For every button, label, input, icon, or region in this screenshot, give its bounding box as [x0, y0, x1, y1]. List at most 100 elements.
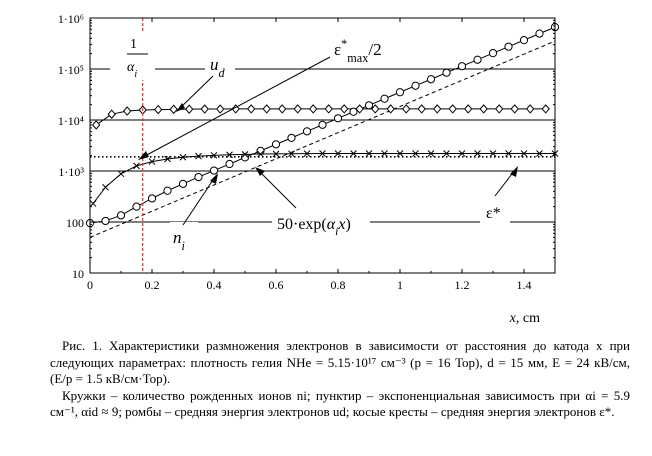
point-diamond [417, 104, 426, 114]
point-diamond [123, 106, 132, 116]
point-diamond [371, 104, 380, 114]
point-circle [473, 55, 482, 64]
x-tick-label: 0.4 [207, 278, 222, 292]
point-diamond [386, 104, 395, 114]
point-diamond [216, 104, 225, 114]
point-circle [395, 88, 405, 97]
x-tick-label: 1 [397, 278, 403, 292]
point-diamond [526, 104, 535, 114]
alpha-label-bottom: αi [127, 60, 137, 80]
point-circle [194, 172, 203, 182]
emax-label-bg [330, 34, 410, 64]
point-cross [350, 150, 357, 157]
point-circle [535, 29, 544, 38]
point-cross [505, 150, 512, 157]
point-diamond [464, 104, 473, 114]
point-diamond [495, 104, 504, 114]
point-circle [302, 127, 312, 136]
point-circle [287, 133, 296, 142]
point-circle [426, 75, 436, 84]
point-circle [163, 186, 172, 195]
point-diamond [448, 104, 457, 114]
point-circle [147, 194, 157, 203]
figure-caption: Рис. 1. Характеристики размножения элект… [50, 338, 630, 421]
eps-arrowhead [510, 166, 518, 177]
point-diamond [247, 104, 256, 114]
emax-arrowhead [138, 151, 149, 160]
point-cross [288, 150, 295, 158]
point-cross [148, 158, 156, 165]
eps-label-bg [480, 198, 510, 224]
y-tick-label: 100 [66, 216, 84, 230]
series-line-series [92, 153, 555, 204]
ticks: 0 0.2 0.4 0.6 0.8 1 1.2 1.4 10 100 1·10³ 1·10⁴ 1·10⁵… [58, 12, 556, 292]
exp-label: 50·exp(αix) [277, 216, 351, 238]
ud-label: ud [210, 55, 226, 80]
y-tick-label: 10 [72, 267, 84, 281]
point-cross [164, 155, 171, 163]
annotations: 1 αi ud ε*max/2 ni 50·exp(αix) ε* [110, 32, 518, 253]
point-cross [489, 150, 497, 157]
point-diamond [324, 104, 333, 114]
point-diamond [92, 120, 101, 130]
point-cross [89, 200, 97, 207]
point-diamond [262, 104, 271, 114]
point-cross [210, 151, 218, 159]
point-cross [195, 152, 202, 160]
alpha-label-bg [110, 32, 155, 80]
point-diamond [541, 104, 550, 114]
marker-layer [85, 18, 560, 273]
caption-paragraph-2: Кружки – количество рожденных ионов ni; … [50, 387, 630, 420]
caption-paragraph-1: Рис. 1. Характеристики размножения элект… [50, 338, 630, 386]
exp-label-bg [272, 208, 370, 236]
point-cross [520, 150, 528, 157]
x-tick-label: 1.2 [455, 278, 470, 292]
x-tick-label: 1.4 [517, 278, 532, 292]
point-cross [226, 151, 233, 159]
point-circle [364, 101, 374, 110]
point-diamond [479, 104, 488, 114]
point-cross [133, 162, 140, 170]
point-cross [241, 151, 249, 158]
point-circle [504, 42, 513, 51]
ni-arrow [182, 176, 216, 226]
point-cross [303, 150, 311, 157]
ud-arrowhead [176, 103, 185, 112]
exp-arrow [257, 169, 297, 209]
point-diamond [309, 104, 318, 114]
point-diamond [278, 104, 287, 114]
point-diamond [355, 104, 364, 114]
point-cross [257, 150, 264, 158]
point-circle [178, 179, 188, 188]
point-cross [334, 150, 342, 157]
emax-arrow [142, 56, 331, 158]
point-circle [318, 120, 327, 129]
ni-arrowhead [210, 173, 218, 184]
point-diamond [169, 104, 178, 115]
point-cross [102, 183, 109, 191]
point-circle [519, 36, 529, 45]
y-tick-label: 1·10⁴ [58, 114, 84, 128]
point-cross [458, 150, 466, 157]
point-diamond [340, 104, 349, 114]
point-cross [412, 150, 419, 157]
point-circle [209, 166, 219, 175]
point-cross [272, 150, 280, 158]
plot-frame [89, 17, 556, 274]
point-cross [536, 150, 543, 157]
y-tick-label: 1·10³ [58, 165, 84, 179]
point-diamond [185, 104, 194, 114]
point-circle [225, 159, 234, 169]
exp-arrowhead [255, 167, 265, 176]
point-circle [101, 216, 110, 226]
point-diamond [200, 104, 209, 114]
point-diamond [107, 109, 116, 119]
point-circle [442, 68, 451, 77]
emax-label: ε*max/2 [334, 37, 382, 65]
point-cross [381, 150, 388, 157]
point-circle [457, 62, 467, 71]
point-cross [474, 150, 481, 157]
point-circle [132, 202, 141, 211]
series-line-exp [89, 40, 556, 238]
ni-label-bg [170, 222, 198, 248]
